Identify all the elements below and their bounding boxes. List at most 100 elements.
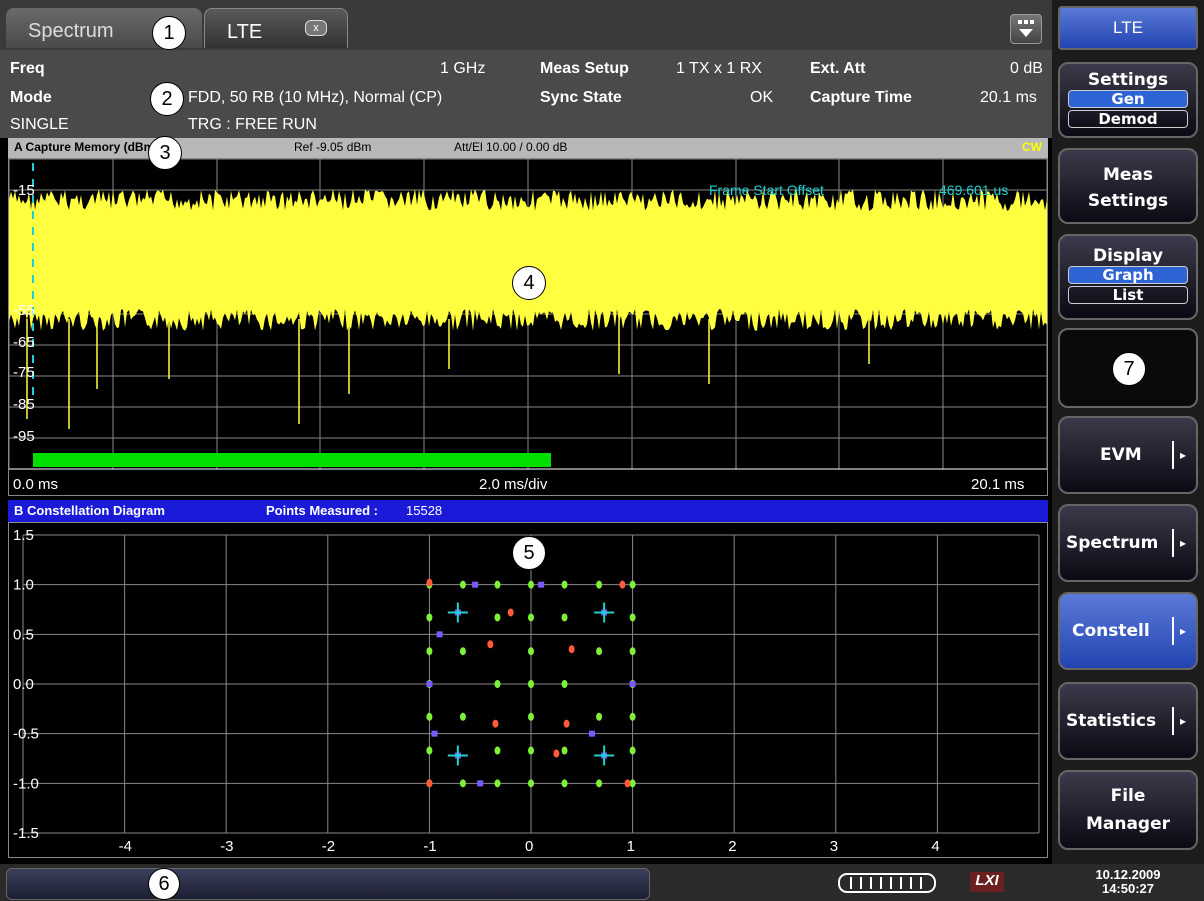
constellation-point	[426, 578, 433, 587]
x-tick-label: 2	[728, 838, 736, 855]
axis-ticks: 1.5 1.0 0.5 0.0 -0.5 -1.0 -1.5 -4 -3 -2 -1 0 1 2 3 4	[13, 527, 940, 855]
callout-5: 5	[512, 536, 546, 570]
file-label: File	[1110, 786, 1146, 806]
callout-1: 1	[152, 16, 186, 50]
progress-indicator-icon	[838, 873, 936, 893]
constellation-point	[561, 779, 568, 788]
close-icon[interactable]: x	[305, 20, 327, 36]
y-tick-label: -0.5	[13, 726, 39, 743]
y-tick-label: 1.5	[13, 527, 34, 544]
callout-3: 3	[148, 136, 182, 170]
constellation-point	[494, 779, 501, 788]
tab-lte-label: LTE	[227, 21, 263, 43]
list-option[interactable]: List	[1068, 286, 1188, 304]
meas-settings-softkey[interactable]: Meas Settings	[1058, 148, 1198, 224]
capture-memory-header: A Capture Memory (dBm) Ref -9.05 dBm Att…	[8, 138, 1048, 158]
trigger-mode: TRG : FREE RUN	[188, 116, 317, 133]
constellation-point	[619, 580, 626, 589]
display-label: Display	[1092, 246, 1164, 266]
x-div-label: 2.0 ms/div	[479, 476, 548, 493]
meas-setup-value: 1 TX x 1 RX	[676, 60, 762, 77]
mode-label: Mode	[10, 89, 52, 106]
settings-label: Settings	[1087, 70, 1169, 90]
constellation-point	[561, 580, 568, 589]
demod-option[interactable]: Demod	[1068, 110, 1188, 128]
y-tick-label: -75	[13, 364, 35, 381]
ext-att-value: 0 dB	[1010, 60, 1043, 77]
statistics-label: Statistics	[1066, 711, 1157, 731]
meas-setup-label: Meas Setup	[540, 60, 629, 77]
statistics-softkey[interactable]: Statistics ▸	[1058, 682, 1198, 760]
tab-lte[interactable]: LTE x	[204, 8, 348, 48]
softkey-lte-title: LTE	[1058, 6, 1198, 50]
time: 14:50:27	[1101, 881, 1155, 896]
constellation-point	[561, 613, 568, 622]
freq-label: Freq	[10, 60, 45, 77]
y-tick-label: 0.0	[13, 676, 34, 693]
status-message-field	[6, 868, 650, 900]
frame-marker-bar	[33, 453, 551, 467]
points-measured-value: 15528	[406, 503, 443, 518]
lte-title: LTE	[1113, 18, 1143, 37]
ext-att-label: Ext. Att	[810, 60, 866, 77]
display-softkey[interactable]: Display Graph List	[1058, 234, 1198, 320]
window-a-title: A Capture Memory (dBm)	[14, 140, 159, 154]
capture-time-value: 20.1 ms	[980, 89, 1037, 106]
constellation-point	[477, 780, 484, 787]
constellation-points	[426, 578, 636, 788]
constellation-point	[472, 581, 479, 588]
graph-option[interactable]: Graph	[1068, 266, 1188, 284]
x-tick-label: 0	[525, 838, 533, 855]
constellation-point	[494, 580, 501, 589]
evm-label: EVM	[1100, 445, 1142, 465]
y-tick-label: -95	[13, 428, 35, 445]
constellation-point	[426, 712, 433, 721]
constellation-point	[507, 608, 514, 617]
spectrum-softkey[interactable]: Spectrum ▸	[1058, 504, 1198, 582]
capture-memory-window[interactable]: Frame Start Offset 469.601 us -15 -55 -65-…	[8, 158, 1048, 496]
constellation-point	[426, 746, 433, 755]
constellation-point	[494, 613, 501, 622]
constellation-point	[561, 746, 568, 755]
menu-dropdown-button[interactable]	[1010, 14, 1042, 44]
constellation-point	[426, 681, 433, 687]
constellation-point	[629, 580, 636, 589]
constellation-point	[426, 647, 433, 656]
constellation-plot: 1.5 1.0 0.5 0.0 -0.5 -1.0 -1.5 -4 -3 -2 -1 0 1 2 3 4	[13, 527, 1040, 855]
constellation-point	[553, 749, 560, 758]
points-measured-label: Points Measured :	[266, 503, 378, 518]
constellation-point	[528, 779, 534, 788]
submenu-arrow-icon: ▸	[1171, 707, 1186, 735]
x-stop-label: 20.1 ms	[971, 476, 1024, 493]
constellation-point	[596, 712, 603, 721]
lxi-logo: LXI	[970, 872, 1004, 892]
evm-softkey[interactable]: EVM ▸	[1058, 416, 1198, 494]
capture-time-label: Capture Time	[810, 89, 912, 106]
sync-state-label: Sync State	[540, 89, 622, 106]
tab-spectrum-label: Spectrum	[28, 20, 114, 42]
constellation-window[interactable]: 1.5 1.0 0.5 0.0 -0.5 -1.0 -1.5 -4 -3 -2 -1 0 1 2 3 4	[8, 522, 1048, 858]
constellation-point	[588, 730, 595, 737]
x-start-label: 0.0 ms	[13, 476, 58, 493]
capture-memory-plot: Frame Start Offset 469.601 us -15-55-65-…	[8, 158, 1048, 493]
attenuation: Att/El 10.00 / 0.00 dB	[454, 140, 568, 154]
date: 10.12.2009	[1095, 867, 1161, 882]
constellation-point	[459, 712, 466, 721]
callout-6: 6	[148, 868, 180, 900]
gen-option[interactable]: Gen	[1068, 90, 1188, 108]
constellation-point	[459, 580, 466, 589]
x-tick-label: -4	[119, 838, 132, 855]
submenu-arrow-icon: ▸	[1171, 617, 1186, 645]
constellation-point	[563, 719, 570, 728]
constellation-point	[568, 645, 575, 654]
callout-2: 2	[150, 82, 184, 116]
constellation-point	[596, 647, 603, 656]
settings-softkey[interactable]: Settings Gen Demod	[1058, 62, 1198, 138]
file-manager-softkey[interactable]: File Manager	[1058, 770, 1198, 850]
constellation-point	[459, 647, 466, 656]
ref-level: Ref -9.05 dBm	[294, 140, 372, 154]
constellation-point	[426, 779, 433, 788]
constellation-point	[487, 640, 494, 649]
trace-envelope	[9, 189, 1047, 331]
constell-softkey[interactable]: Constell ▸	[1058, 592, 1198, 670]
